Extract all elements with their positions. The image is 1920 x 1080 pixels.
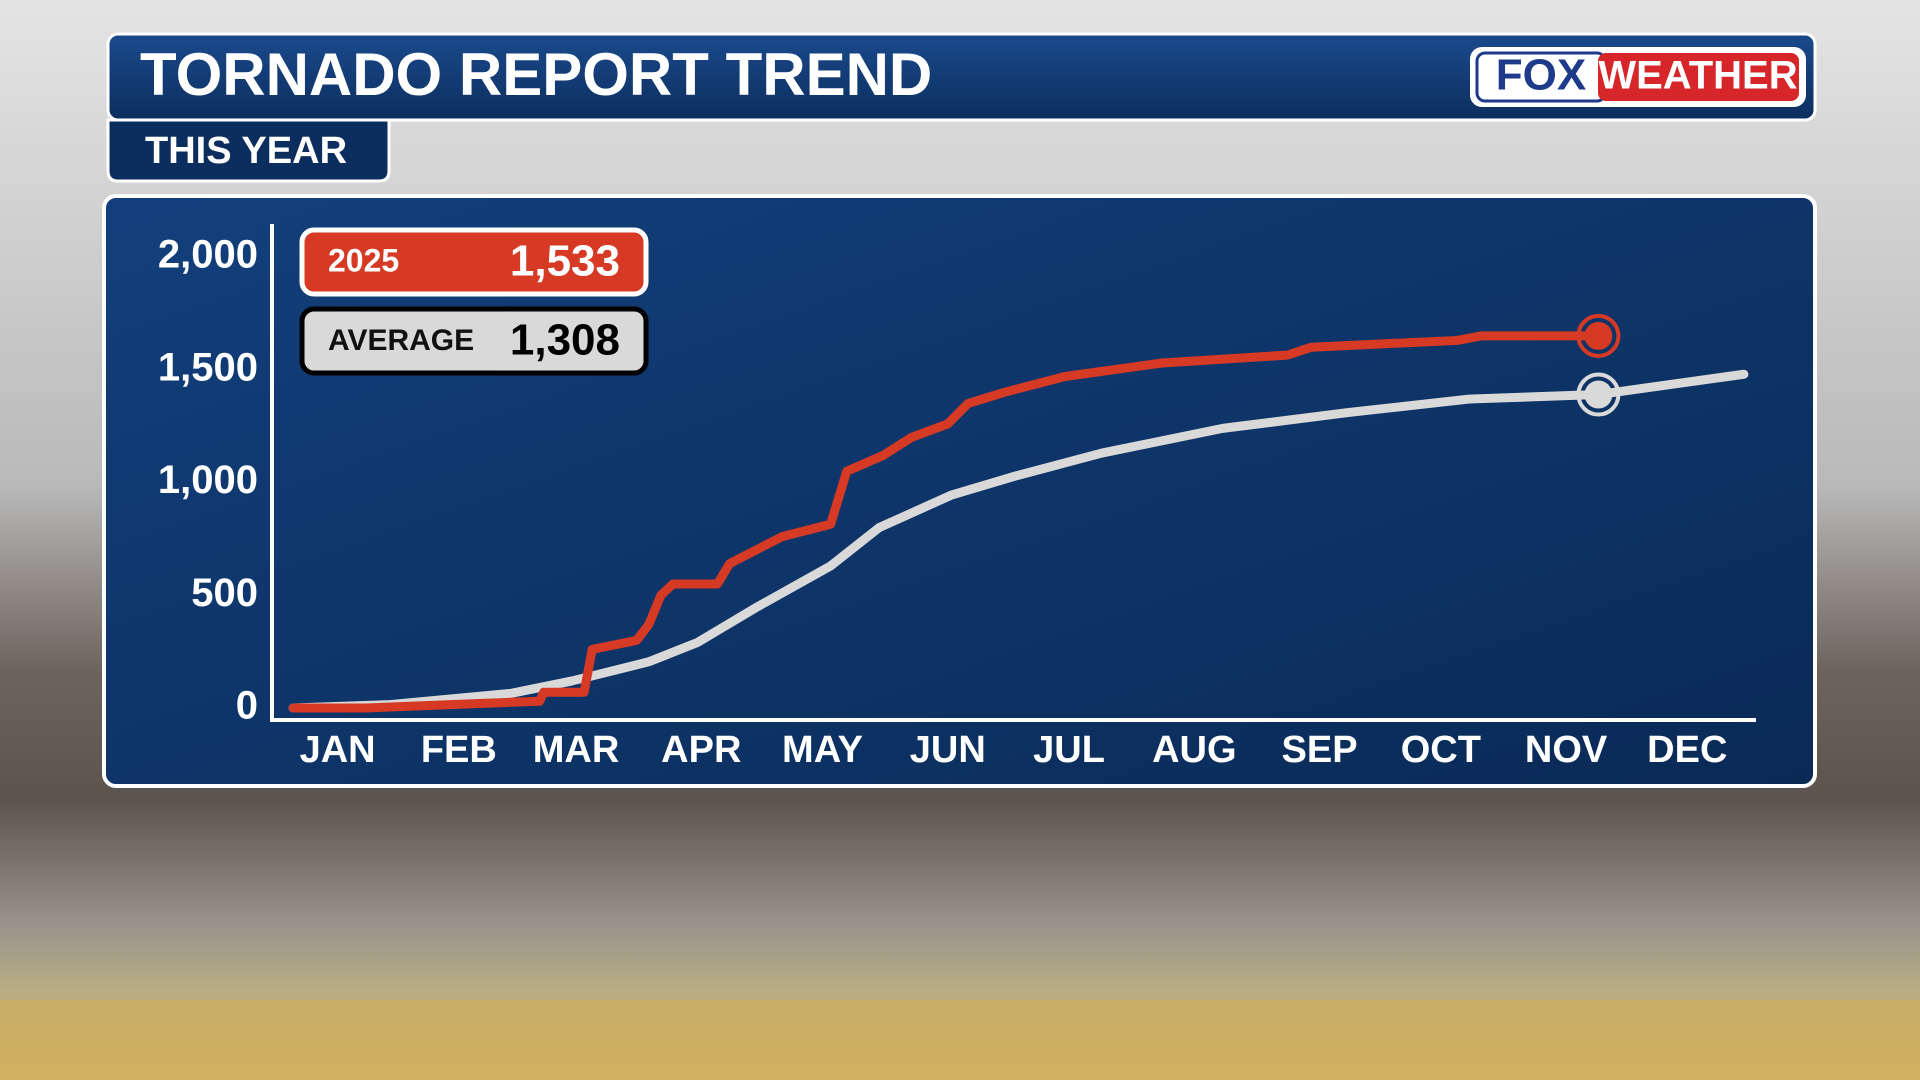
y-tick-label: 1,000	[158, 458, 258, 502]
x-tick-label: SEP	[1282, 729, 1358, 771]
series-line	[288, 369, 1749, 713]
x-tick-label: JUL	[1033, 729, 1105, 771]
logo-fox: FOX	[1496, 51, 1586, 100]
x-tick-label: JAN	[300, 729, 376, 771]
series-line	[288, 331, 1603, 713]
legend-box	[299, 227, 649, 297]
x-tick-label: AUG	[1152, 729, 1236, 771]
y-tick-label: 500	[191, 571, 258, 615]
legend-total: 1,308	[510, 316, 620, 365]
end-marker	[1584, 380, 1613, 409]
x-tick-label: MAR	[533, 729, 620, 771]
x-tick-label: DEC	[1647, 729, 1727, 771]
x-tick-label: JUN	[910, 729, 986, 771]
legend-total: 1,533	[510, 237, 620, 286]
subtitle-tab	[106, 118, 391, 183]
logo-weather: WEATHER	[1598, 54, 1797, 98]
x-tick-label: APR	[661, 729, 741, 771]
y-tick-label: 2,000	[158, 233, 258, 277]
subtitle: THIS YEAR	[145, 130, 347, 172]
y-tick-label: 0	[236, 684, 258, 728]
end-marker-ring	[1576, 372, 1621, 417]
x-tick-label: MAY	[782, 729, 863, 771]
y-tick-label: 1,500	[158, 345, 258, 389]
x-tick-label: NOV	[1525, 729, 1608, 771]
legend-name: AVERAGE	[328, 324, 474, 357]
chart-title: TORNADO REPORT TREND	[140, 41, 932, 108]
logo-weather-box	[1598, 53, 1799, 101]
field	[0, 1000, 1920, 1080]
legend-box	[299, 306, 649, 376]
x-tick-label: FEB	[421, 729, 497, 771]
end-marker-ring	[1576, 313, 1621, 358]
legend-name: 2025	[328, 242, 399, 278]
end-marker	[1584, 321, 1613, 350]
x-tick-label: OCT	[1401, 729, 1481, 771]
title-bar	[106, 32, 1817, 122]
